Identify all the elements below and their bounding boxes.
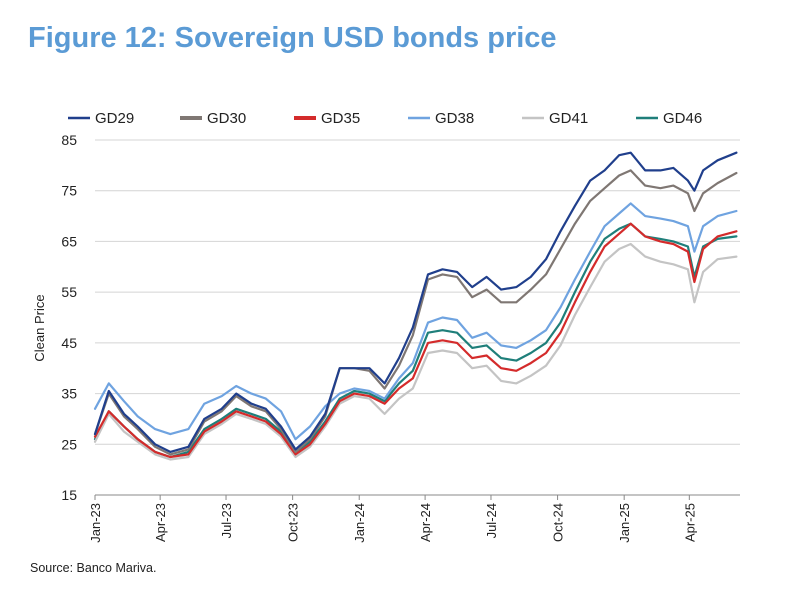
legend-item-gd46: GD46 bbox=[636, 110, 702, 127]
y-axis: 15 25 35 45 55 65 75 85 bbox=[61, 132, 77, 503]
x-tick-label: Oct-23 bbox=[286, 503, 301, 542]
series-lines bbox=[93, 151, 738, 461]
source-note: Source: Banco Mariva. bbox=[30, 561, 157, 575]
x-tick-label: Jul-23 bbox=[219, 503, 234, 538]
y-tick-label: 25 bbox=[61, 436, 77, 452]
y-tick-label: 15 bbox=[61, 487, 77, 503]
series-line-gd35 bbox=[93, 222, 738, 459]
y-tick-label: 45 bbox=[61, 335, 77, 351]
x-tick-label: Jul-24 bbox=[484, 503, 499, 538]
legend-item-gd41: GD41 bbox=[522, 110, 588, 127]
x-tick-label: Jan-24 bbox=[352, 503, 367, 543]
legend-label: GD38 bbox=[435, 110, 474, 127]
legend-label: GD35 bbox=[321, 110, 360, 127]
y-tick-label: 65 bbox=[61, 233, 77, 249]
x-tick-label: Apr-25 bbox=[682, 503, 697, 542]
legend-label: GD29 bbox=[95, 110, 134, 127]
legend-label: GD30 bbox=[207, 110, 246, 127]
x-tick-label: Apr-23 bbox=[153, 503, 168, 542]
x-tick-label: Jan-25 bbox=[617, 503, 632, 543]
legend-item-gd30: GD30 bbox=[180, 110, 246, 127]
y-tick-label: 35 bbox=[61, 386, 77, 402]
series-line-gd41 bbox=[93, 242, 738, 461]
chart-legend: GD29 GD30 GD35 GD38 GD41 GD46 bbox=[68, 110, 702, 127]
series-line-gd38 bbox=[93, 202, 738, 441]
y-tick-label: 55 bbox=[61, 284, 77, 300]
legend-label: GD41 bbox=[549, 110, 588, 127]
series-line-gd30 bbox=[93, 169, 738, 456]
x-tick-label: Oct-24 bbox=[551, 503, 566, 542]
legend-label: GD46 bbox=[663, 110, 702, 127]
x-axis: Jan-23 Apr-23 Jul-23 Oct-23 Jan-24 Apr-24 Jul-… bbox=[88, 494, 740, 543]
y-axis-label: Clean Price bbox=[32, 294, 47, 361]
series-line-gd46 bbox=[93, 222, 738, 459]
figure-title: Figure 12: Sovereign USD bonds price bbox=[28, 22, 557, 54]
legend-item-gd35: GD35 bbox=[294, 110, 360, 127]
legend-item-gd38: GD38 bbox=[408, 110, 474, 127]
y-tick-label: 75 bbox=[61, 183, 77, 199]
legend-item-gd29: GD29 bbox=[68, 110, 134, 127]
y-tick-label: 85 bbox=[61, 132, 77, 148]
series-line-gd29 bbox=[93, 151, 738, 453]
x-tick-label: Apr-24 bbox=[418, 503, 433, 542]
x-tick-label: Jan-23 bbox=[88, 503, 103, 543]
